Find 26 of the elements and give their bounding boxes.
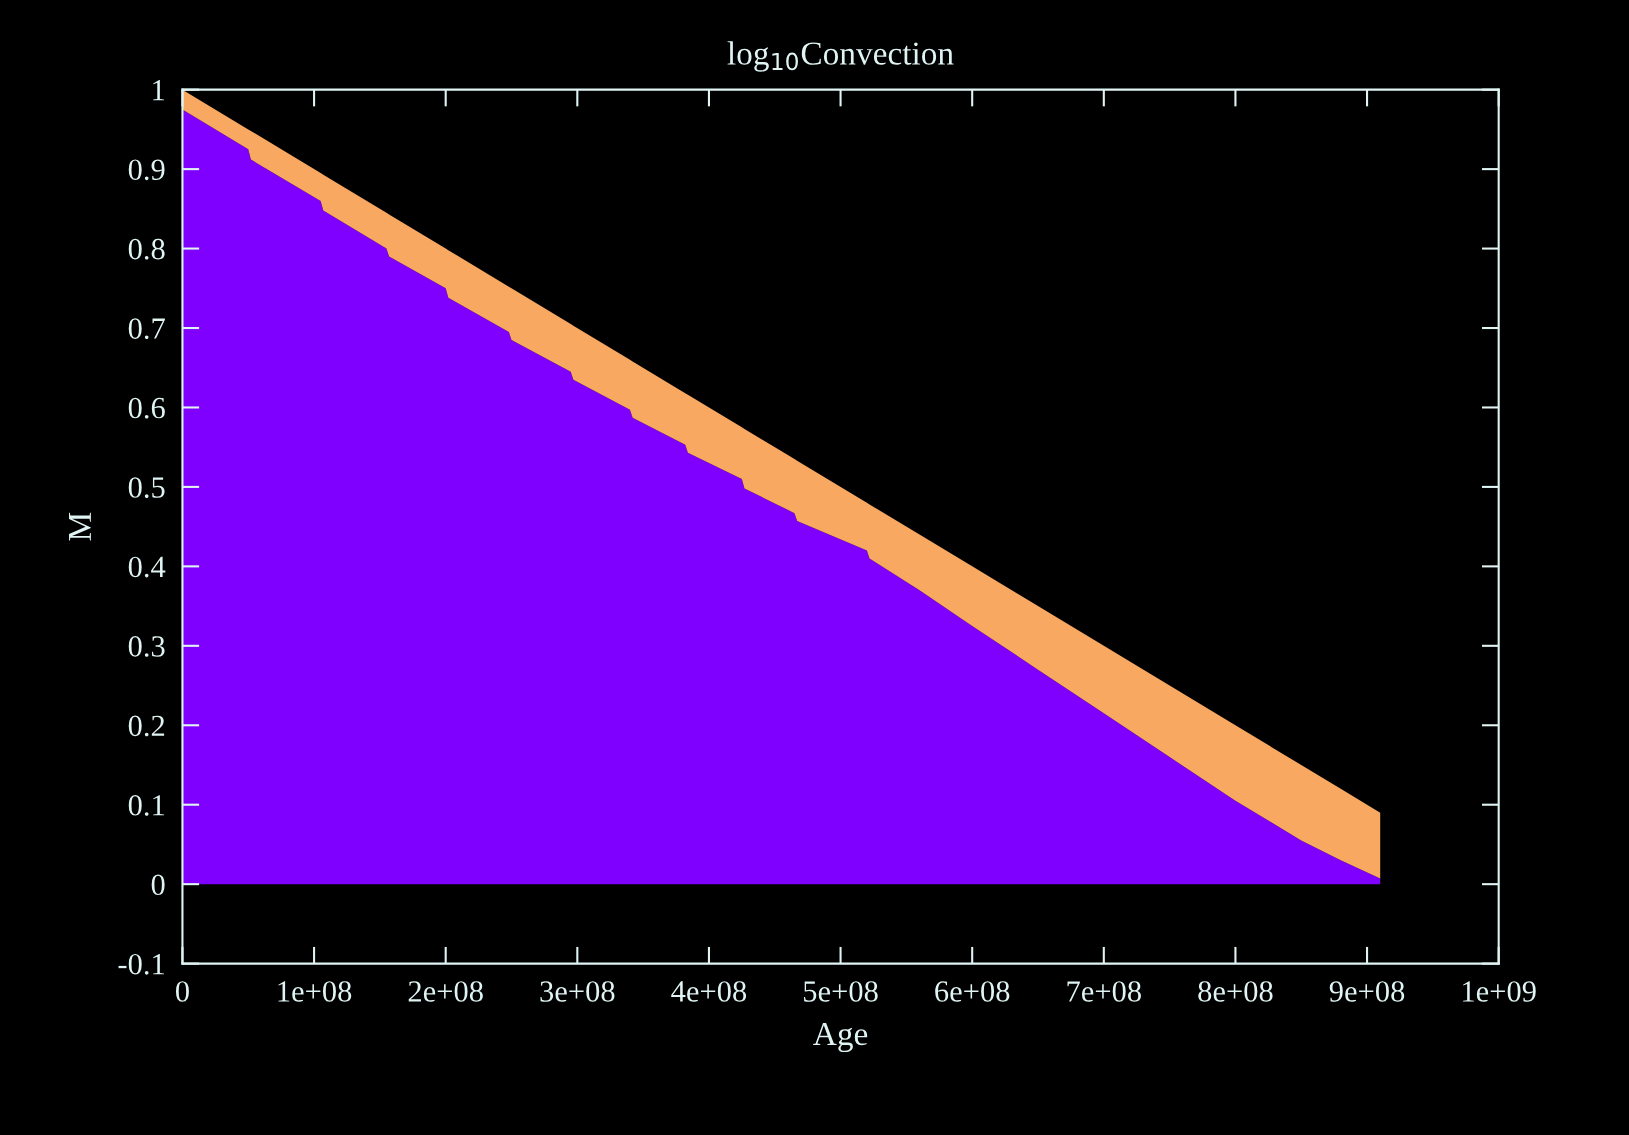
- x-tick-label: 8e+08: [1198, 981, 1273, 1002]
- y-tick-label: 0.9: [128, 159, 165, 181]
- x-tick-label: 5e+08: [804, 981, 878, 1002]
- y-tick-label: 0.1: [128, 795, 164, 816]
- x-tick-label: 2e+08: [408, 981, 483, 1002]
- y-tick-label: 0.6: [128, 397, 165, 419]
- x-tick-label: 4e+08: [671, 981, 747, 1002]
- y-tick-label: 0.2: [128, 715, 165, 737]
- x-tick-label: 7e+08: [1067, 981, 1141, 1002]
- x-tick-label: 9e+08: [1329, 981, 1405, 1002]
- y-tick-label: 0: [151, 874, 165, 896]
- y-tick-label: 0.3: [128, 636, 165, 657]
- x-tick-label: 0: [175, 981, 189, 1002]
- y-axis-title: M: [69, 512, 91, 541]
- x-tick-label: 6e+08: [935, 981, 1010, 1002]
- y-tick-label: -0.1: [118, 953, 164, 975]
- y-tick-label: 1: [153, 80, 164, 101]
- y-tick-label: 0.4: [128, 556, 166, 578]
- y-tick-label: 0.8: [128, 238, 165, 260]
- y-tick-label: 0.7: [128, 318, 165, 340]
- x-axis-title: Age: [813, 1022, 868, 1053]
- x-tick-label: 1e+09: [1463, 981, 1536, 1002]
- x-tick-label: 1e+08: [278, 981, 352, 1002]
- y-tick-label: 0.5: [128, 477, 165, 498]
- x-tick-label: 3e+08: [540, 981, 615, 1002]
- chart-title: log$_{10}$Convection: [727, 41, 954, 72]
